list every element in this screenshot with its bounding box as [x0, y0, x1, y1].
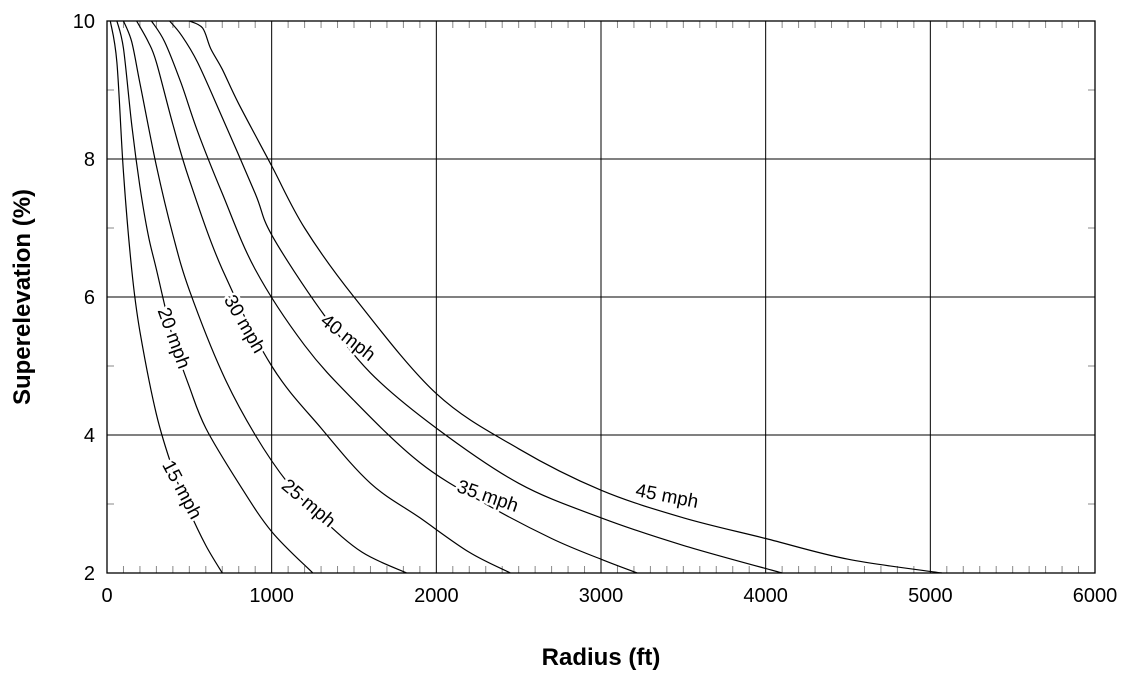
series-line-40-mph — [169, 20, 783, 574]
y-tick-label: 6 — [84, 287, 95, 309]
series-line-20-mph — [116, 20, 314, 574]
y-tick-label: 4 — [84, 425, 95, 447]
x-tick-label: 1000 — [249, 585, 294, 607]
x-tick-label: 3000 — [579, 585, 624, 607]
series-line-25-mph — [122, 20, 407, 574]
x-axis-title: Radius (ft) — [542, 644, 661, 671]
series-line-45-mph — [189, 20, 942, 574]
y-tick-label: 10 — [73, 11, 95, 33]
series-line-35-mph — [150, 20, 638, 574]
y-tick-label: 2 — [84, 563, 95, 585]
x-tick-label: 2000 — [414, 585, 459, 607]
y-tick-labels: 2 4 6 8 10 — [73, 11, 95, 585]
series-line-15-mph — [109, 20, 223, 574]
minor-ticks — [107, 21, 1095, 573]
x-tick-label: 4000 — [743, 585, 788, 607]
x-tick-label: 0 — [101, 585, 112, 607]
x-tick-labels: 0 1000 2000 3000 4000 5000 6000 — [101, 585, 1117, 607]
curves — [109, 20, 942, 574]
plot-frame — [106, 20, 1096, 574]
grid — [107, 21, 1095, 573]
series-line-30-mph — [136, 20, 511, 574]
y-axis-title: Superelevation (%) — [9, 189, 36, 405]
x-tick-label: 6000 — [1073, 585, 1118, 607]
y-tick-label: 8 — [84, 149, 95, 171]
x-tick-label: 5000 — [908, 585, 953, 607]
